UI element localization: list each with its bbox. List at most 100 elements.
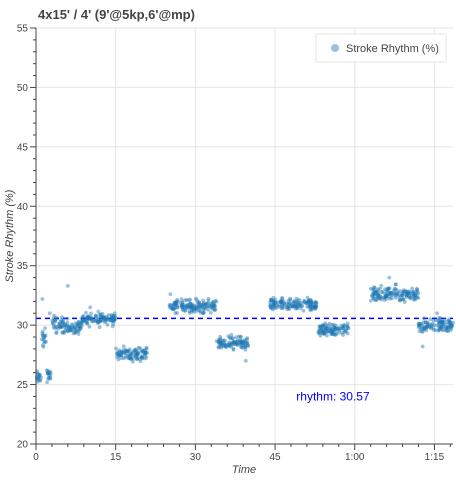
data-point	[380, 290, 384, 294]
data-point	[295, 305, 299, 310]
data-point	[345, 321, 350, 326]
data-point	[191, 307, 196, 312]
data-point	[135, 351, 139, 356]
data-point	[137, 357, 142, 361]
data-point	[68, 328, 72, 333]
data-point	[141, 349, 146, 354]
data-point	[115, 350, 120, 354]
data-point	[439, 319, 443, 324]
data-point	[280, 304, 284, 309]
data-point	[390, 293, 395, 297]
data-point	[440, 321, 445, 326]
data-point	[231, 347, 236, 352]
data-point	[95, 320, 100, 325]
data-point	[227, 343, 232, 348]
data-point	[96, 316, 101, 320]
data-point	[410, 294, 415, 299]
data-point	[140, 349, 145, 354]
data-point	[400, 297, 405, 301]
data-point	[102, 316, 107, 321]
data-point	[192, 307, 197, 312]
data-point	[432, 328, 436, 332]
data-point	[171, 305, 176, 310]
data-point	[128, 357, 133, 361]
data-point	[192, 310, 197, 314]
data-point	[172, 306, 177, 311]
data-point	[420, 344, 425, 349]
data-point	[140, 348, 145, 353]
data-point	[245, 341, 250, 346]
data-point	[313, 304, 318, 309]
data-point	[306, 299, 310, 304]
data-point	[313, 305, 317, 309]
data-point	[104, 314, 109, 319]
data-point	[313, 305, 318, 310]
data-point	[397, 298, 402, 302]
data-point	[72, 325, 77, 329]
data-point	[66, 326, 71, 330]
data-point	[114, 346, 118, 351]
data-point	[340, 331, 345, 335]
data-point	[180, 300, 185, 304]
data-point	[241, 345, 245, 350]
data-point	[57, 321, 62, 326]
data-point	[135, 357, 139, 362]
data-point	[372, 294, 377, 299]
x-tick-label: 30	[190, 452, 202, 463]
data-point	[188, 301, 193, 306]
data-point	[449, 322, 454, 327]
data-point	[423, 320, 428, 325]
data-point	[424, 325, 429, 330]
data-point	[76, 328, 81, 332]
data-point	[280, 302, 284, 307]
data-point	[86, 316, 90, 321]
data-point	[135, 352, 139, 356]
data-point	[235, 338, 240, 342]
data-point	[444, 326, 449, 331]
data-point	[312, 301, 316, 306]
data-point	[85, 316, 89, 320]
data-point	[387, 275, 392, 280]
data-point	[318, 326, 323, 331]
data-point	[185, 304, 190, 308]
chart-title: 4x15' / 4' (9'@5kp,6'@mp)	[38, 7, 195, 22]
data-point	[59, 325, 64, 329]
data-point	[65, 328, 70, 333]
data-point	[324, 323, 329, 328]
data-point	[277, 305, 282, 309]
data-point	[187, 305, 192, 309]
data-point	[184, 305, 189, 309]
data-point	[415, 287, 419, 292]
data-point	[175, 299, 180, 304]
data-point	[309, 300, 314, 305]
data-point	[221, 339, 226, 343]
data-point	[341, 333, 345, 337]
data-point	[269, 297, 273, 302]
data-point	[440, 319, 445, 324]
data-point	[53, 324, 58, 329]
data-point	[416, 323, 421, 328]
data-point	[342, 330, 347, 334]
data-point	[318, 324, 322, 329]
data-point	[139, 355, 144, 360]
data-point	[172, 302, 176, 306]
data-point	[102, 316, 106, 321]
data-point	[293, 304, 298, 309]
data-point	[291, 304, 295, 309]
data-point	[197, 300, 202, 305]
data-point	[407, 294, 412, 298]
data-point	[76, 324, 81, 329]
data-point	[119, 356, 124, 361]
data-point	[65, 320, 70, 325]
data-point	[318, 330, 323, 335]
data-point	[404, 290, 409, 295]
data-point	[392, 286, 397, 291]
data-point	[387, 294, 392, 299]
data-point	[39, 337, 44, 342]
data-point	[314, 301, 319, 306]
data-point	[45, 371, 50, 376]
data-point	[307, 298, 312, 302]
data-point	[224, 345, 229, 350]
data-point	[40, 333, 45, 338]
data-point	[187, 298, 191, 303]
